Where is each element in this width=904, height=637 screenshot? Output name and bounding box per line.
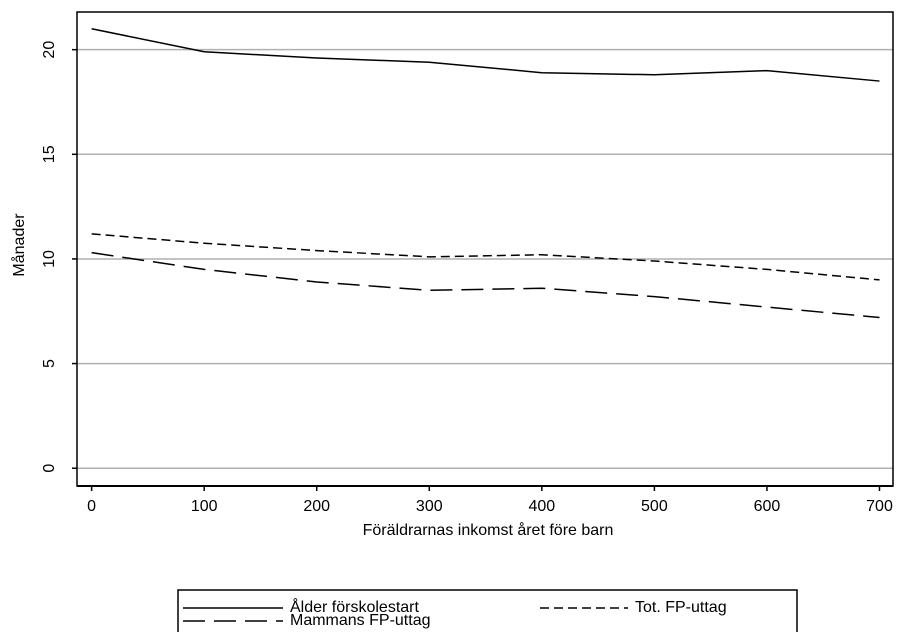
legend-label: Tot. FP-uttag [635,599,727,616]
x-tick-label: 700 [866,498,893,515]
line-series [91,28,880,82]
legend-box [177,589,798,635]
legend-label: Ålder förskolestart [290,597,419,616]
legend-label: Mammans FP-uttag [290,612,430,629]
x-tick-label: 500 [641,498,668,515]
y-tick-label: 10 [41,250,58,268]
y-axis-label: Månader [10,213,28,277]
y-tick-label: 0 [41,464,58,473]
y-tick-label: 5 [41,359,58,368]
x-tick-label: 200 [303,498,330,515]
x-tick-label: 0 [87,498,96,515]
line-series [91,233,880,281]
x-tick-label: 100 [191,498,218,515]
x-tick-label: 600 [754,498,781,515]
x-axis-label: Föräldrarnas inkomst året före barn [363,521,614,539]
y-tick-label: 15 [41,145,58,163]
x-tick-label: 300 [416,498,443,515]
line-series [91,251,880,319]
x-tick-label: 400 [528,498,555,515]
y-tick-label: 20 [41,41,58,59]
